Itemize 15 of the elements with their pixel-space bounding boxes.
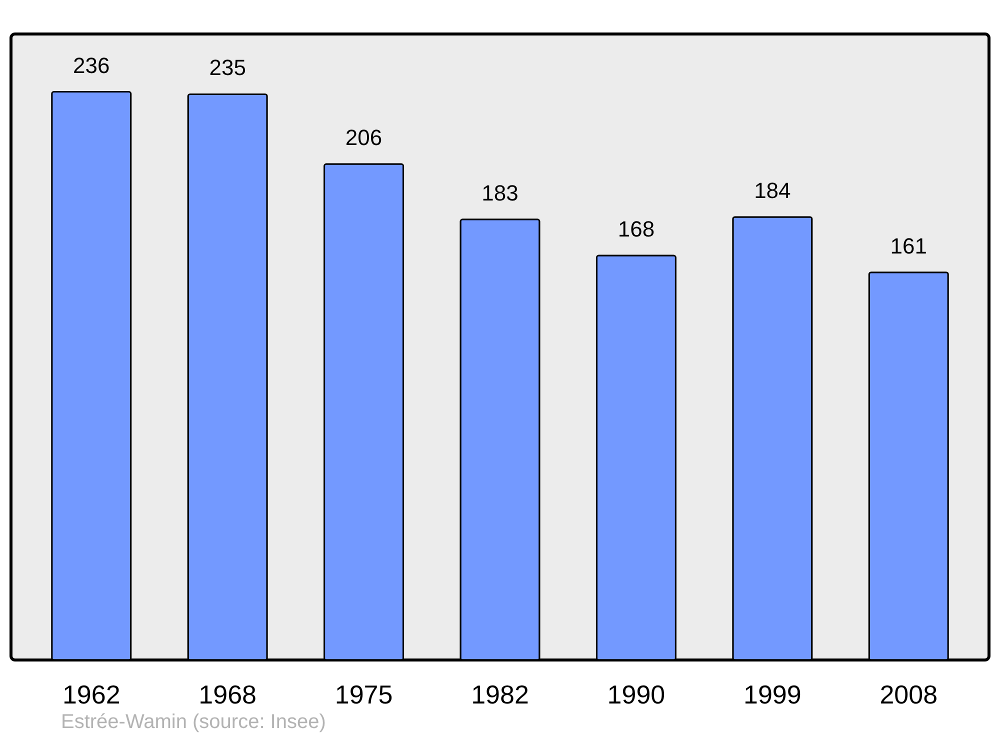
- x-tick-label: 1982: [471, 680, 529, 710]
- data-label: 168: [618, 216, 655, 242]
- x-tick-label: 1990: [607, 680, 666, 710]
- x-tick-label: 1999: [744, 680, 802, 710]
- data-label: 184: [754, 178, 791, 203]
- data-label: 161: [890, 233, 927, 258]
- text: Estrée-Wamin (source: Insee): [61, 711, 326, 733]
- data-label: 206: [345, 125, 382, 150]
- x-tick-label: 1962: [62, 680, 120, 710]
- data-label: 235: [209, 55, 246, 80]
- x-tick-label: 2008: [880, 680, 938, 710]
- x-tick-label: 1968: [198, 680, 256, 710]
- data-label: 183: [482, 180, 518, 206]
- data-label: 236: [73, 52, 110, 78]
- x-tick-label: 1975: [334, 680, 393, 710]
